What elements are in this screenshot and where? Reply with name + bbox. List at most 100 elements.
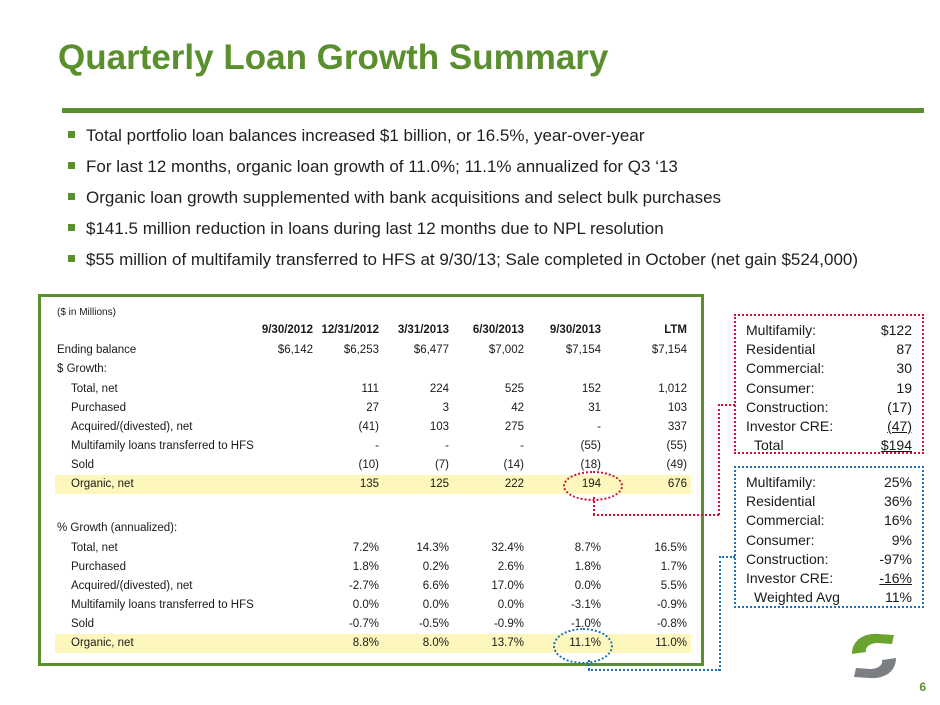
- cell: 135: [359, 478, 379, 490]
- cell: 1.8%: [574, 561, 601, 573]
- cell: 16.5%: [654, 542, 687, 554]
- breakdown-row: Residential 87: [746, 341, 912, 358]
- cell: (7): [434, 459, 449, 471]
- cell: -2.7%: [348, 580, 379, 592]
- column-header: 3/31/2013: [397, 324, 449, 336]
- table-row: Purchased 27 3 42 31 103: [41, 399, 701, 418]
- cell: 42: [511, 402, 524, 414]
- cell: 0.0%: [352, 599, 379, 611]
- cell: (14): [503, 459, 524, 471]
- cell: -: [520, 440, 524, 452]
- cell: 32.4%: [491, 542, 524, 554]
- red-connector: [718, 404, 735, 406]
- blue-connector: [719, 556, 735, 558]
- table-row: Sold -0.7% -0.5% -0.9% -1.0% -0.8%: [41, 615, 701, 634]
- organic-pct-callout-ellipse: [553, 628, 613, 664]
- cell: 103: [429, 421, 449, 433]
- row-label: Organic, net: [71, 637, 134, 649]
- row-label: Multifamily loans transferred to HFS: [71, 440, 254, 452]
- cell: -0.9%: [493, 618, 524, 630]
- cell: 525: [504, 383, 524, 395]
- cell: 6.6%: [422, 580, 449, 592]
- section-label: $ Growth:: [57, 363, 107, 375]
- breakdown-row: Commercial: 30: [746, 360, 912, 377]
- blue-connector: [588, 660, 590, 670]
- cell: 8.8%: [352, 637, 379, 649]
- organic-pct-highlight: [55, 634, 691, 653]
- bullet-item: $141.5 million reduction in loans during…: [68, 219, 858, 250]
- breakdown-row: Residential 36%: [746, 493, 912, 510]
- section-label: % Growth (annualized):: [57, 522, 178, 534]
- company-logo-icon: [852, 633, 896, 679]
- blue-connector: [588, 669, 720, 671]
- cell: -: [445, 440, 449, 452]
- cell: 14.3%: [416, 542, 449, 554]
- cell: -: [597, 421, 601, 433]
- column-header: 6/30/2013: [472, 324, 524, 336]
- breakdown-total-row: Weighted Avg 11%: [754, 589, 912, 606]
- table-row: Sold (10) (7) (14) (18) (49): [41, 456, 701, 475]
- bullet-square-icon: [68, 255, 75, 262]
- table-row: Purchased 1.8% 0.2% 2.6% 1.8% 1.7%: [41, 558, 701, 577]
- row-label: Purchased: [71, 402, 126, 414]
- breakdown-row: Multifamily: 25%: [746, 474, 912, 490]
- loan-growth-table: ($ in Millions) 9/30/2012 12/31/2012 3/3…: [38, 294, 704, 666]
- cell: 2.6%: [497, 561, 524, 573]
- bullet-item: For last 12 months, organic loan growth …: [68, 157, 858, 188]
- unit-note: ($ in Millions): [57, 307, 116, 318]
- cell: 1.7%: [660, 561, 687, 573]
- page-number: 6: [919, 680, 926, 694]
- cell: 5.5%: [660, 580, 687, 592]
- cell: 111: [361, 383, 379, 395]
- table-row: Multifamily loans transferred to HFS 0.0…: [41, 596, 701, 615]
- row-label: Organic, net: [71, 478, 134, 490]
- cell: (55): [666, 440, 687, 452]
- organic-growth-highlight: [55, 475, 691, 494]
- row-label: Acquired/(divested), net: [71, 580, 193, 592]
- breakdown-row: Construction: -97%: [746, 550, 912, 567]
- breakdown-row: Consumer: 9%: [746, 531, 912, 548]
- cell: 7.2%: [352, 542, 379, 554]
- breakdown-row: Investor CRE: (47): [746, 417, 912, 434]
- cell: 13.7%: [491, 637, 524, 649]
- column-header: LTM: [664, 324, 687, 336]
- row-label: Multifamily loans transferred to HFS: [71, 599, 254, 611]
- table-header-row: 9/30/2012 12/31/2012 3/31/2013 6/30/2013…: [41, 321, 701, 340]
- blue-connector: [719, 556, 721, 671]
- breakdown-row: Commercial: 16%: [746, 512, 912, 529]
- cell: 676: [667, 478, 687, 490]
- bullet-square-icon: [68, 162, 75, 169]
- cell: $6,253: [343, 344, 379, 356]
- breakdown-row: Investor CRE: -16%: [746, 569, 912, 586]
- cell: 0.0%: [497, 599, 524, 611]
- cell: 1.8%: [352, 561, 379, 573]
- table-row: Total, net 111 224 525 152 1,012: [41, 380, 701, 399]
- breakdown-total-row: Total $194: [754, 437, 912, 454]
- table-row: Acquired/(divested), net -2.7% 6.6% 17.0…: [41, 577, 701, 596]
- cell: 27: [366, 402, 379, 414]
- bullet-item: Organic loan growth supplemented with ba…: [68, 188, 858, 219]
- row-label: Total, net: [71, 542, 118, 554]
- bullet-square-icon: [68, 193, 75, 200]
- cell: 125: [429, 478, 449, 490]
- cell: 224: [429, 383, 449, 395]
- cell: -0.7%: [348, 618, 379, 630]
- slide-title: Quarterly Loan Growth Summary: [58, 38, 609, 77]
- cell: 3: [442, 402, 449, 414]
- cell: 275: [504, 421, 524, 433]
- table-row: Multifamily loans transferred to HFS - -…: [41, 437, 701, 456]
- cell: $7,002: [488, 344, 524, 356]
- organic-growth-breakdown-box: Multifamily: $122 Residential 87 Commercia…: [734, 314, 924, 454]
- column-header: 9/30/2012: [261, 324, 313, 336]
- row-label: Acquired/(divested), net: [71, 421, 193, 433]
- bullet-square-icon: [68, 224, 75, 231]
- table-row: Ending balance $6,142 $6,253 $6,477 $7,0…: [41, 341, 701, 360]
- red-connector: [593, 497, 595, 515]
- cell: 222: [504, 478, 524, 490]
- cell: 152: [581, 383, 601, 395]
- cell: (10): [358, 459, 379, 471]
- cell: 11.0%: [655, 637, 687, 649]
- section-header-row: % Growth (annualized):: [41, 519, 701, 538]
- organic-pct-breakdown-box: Multifamily: 25% Residential 36% Commercia…: [734, 466, 924, 608]
- cell: (18): [580, 459, 601, 471]
